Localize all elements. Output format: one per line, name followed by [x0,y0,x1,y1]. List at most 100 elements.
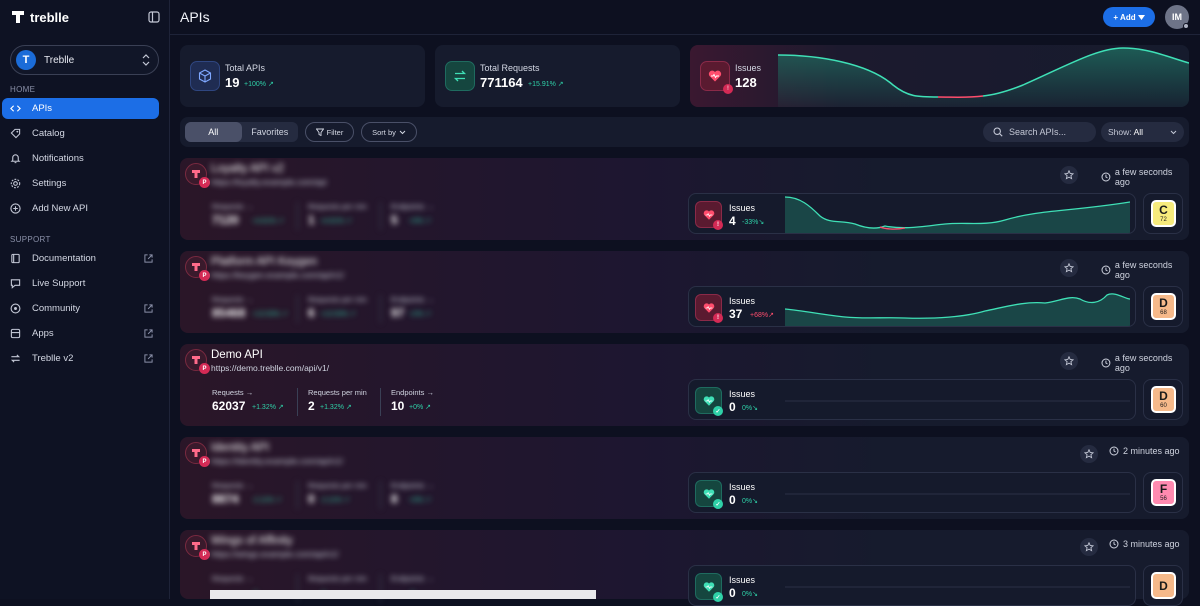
sidebar-item-community[interactable]: Community [2,298,159,319]
tab-favorites[interactable]: Favorites [251,127,289,137]
add-button[interactable]: + Add [1103,7,1155,27]
requests-delta: +13.53% ↗ [252,311,288,318]
requests-label[interactable]: Requests → [212,481,254,490]
top-bar: APIs + Add IM [170,0,1200,35]
sidebar-item-catalog[interactable]: Catalog [2,123,159,144]
sidebar-item-notifications[interactable]: Notifications [2,148,159,169]
sidebar-item-documentation[interactable]: Documentation [2,248,159,269]
stat-delta: +15.91% ↗ [528,81,564,88]
sidebar: treblle T Treblle HOME APIs Catalog Noti… [0,0,170,599]
api-name[interactable]: Identity API [211,442,270,454]
api-url: https://demo.treblle.com/api/v1/ [211,363,330,373]
rpm-value: 1 [308,213,315,227]
avatar[interactable]: IM [1165,5,1189,29]
metric-divider [297,388,298,416]
external-link-icon [144,304,153,313]
show-select[interactable]: Show: All [1101,122,1184,142]
favorite-star-icon[interactable] [1060,352,1078,370]
rpm-value: 6 [308,306,315,320]
grade-panel[interactable]: C 72 [1143,193,1183,234]
endpoints-delta: +0% ↗ [409,218,432,225]
workspace-logo-icon: T [16,50,36,70]
grade-panel[interactable]: D 68 [1143,286,1183,327]
api-card[interactable]: P Loyalty API v2 https://loyalty.example… [180,158,1189,240]
last-updated: a few seconds ago [1101,260,1189,280]
api-name[interactable]: Loyalty API v2 [211,163,284,175]
sidebar-item-label: Treblle v2 [32,353,74,364]
endpoints-delta: +0% ↗ [409,404,432,411]
sidebar-item-add-new-api[interactable]: Add New API [2,198,159,219]
issues-label: Issues [729,296,756,306]
workspace-name: Treblle [44,54,75,66]
stat-total-apis: Total APIs 19 +100% ↗ [180,45,425,107]
check-badge-icon: ✓ [713,406,723,416]
last-updated-text: 3 minutes ago [1123,539,1180,549]
sidebar-item-treblle-v2[interactable]: Treblle v2 [2,348,159,369]
favorite-star-icon[interactable] [1080,538,1098,556]
sidebar-item-settings[interactable]: Settings [2,173,159,194]
endpoints-delta: +0% ↗ [409,497,432,504]
grade-badge: C 72 [1151,200,1176,227]
platform-badge-icon: P [199,456,210,467]
endpoints-label[interactable]: Endpoints → [391,388,434,397]
issues-label: Issues [729,575,756,585]
filter-button[interactable]: Filter [305,122,354,142]
favorite-star-icon[interactable] [1080,445,1098,463]
grade-panel[interactable]: D 60 [1143,379,1183,420]
sidebar-item-label: Settings [32,178,67,189]
stat-delta: +100% ↗ [244,81,274,88]
favorite-star-icon[interactable] [1060,259,1078,277]
last-updated: a few seconds ago [1101,167,1189,187]
search-placeholder: Search APIs... [1009,127,1067,137]
api-card[interactable]: P Wings of Affinity https://wings.exampl… [180,530,1189,606]
tab-all[interactable]: All [185,122,242,142]
endpoints-label[interactable]: Endpoints → [391,295,434,304]
requests-delta: -2.11% ↗ [252,497,282,504]
sort-button[interactable]: Sort by [361,122,417,142]
endpoints-label[interactable]: Endpoints → [391,202,434,211]
requests-label[interactable]: Requests → [212,574,254,583]
issues-panel[interactable]: ! Issues 37 +68%↗ [688,286,1136,327]
issues-delta: +68%↗ [750,312,774,319]
api-card[interactable]: P Identity API https://identity.example.… [180,437,1189,519]
requests-label[interactable]: Requests → [212,202,254,211]
endpoints-label[interactable]: Endpoints → [391,481,434,490]
metric-divider [380,481,381,509]
issues-panel[interactable]: ✓ Issues 0 0%↘ [688,472,1136,513]
workspace-selector[interactable]: T Treblle [10,45,159,75]
requests-label[interactable]: Requests → [212,295,254,304]
page-title: APIs [180,9,210,25]
issues-panel[interactable]: ! Issues 4 -33%↘ [688,193,1136,234]
grade-panel[interactable]: F 56 [1143,472,1183,513]
grade-panel[interactable]: D [1143,565,1183,606]
brand-logo[interactable]: treblle [10,9,69,25]
requests-label[interactable]: Requests → [212,388,254,397]
api-name[interactable]: Demo API [211,349,263,361]
api-card[interactable]: P Demo API https://demo.treblle.com/api/… [180,344,1189,426]
community-icon [10,303,21,314]
metric-divider [380,574,381,602]
issues-panel[interactable]: ✓ Issues 0 0%↘ [688,379,1136,420]
issues-panel[interactable]: ✓ Issues 0 0%↘ [688,565,1136,606]
collapse-sidebar-icon[interactable] [148,11,160,23]
api-name[interactable]: Wings of Affinity [211,535,293,547]
clock-icon [1101,172,1111,182]
show-value: All [1133,127,1144,137]
book-icon [11,253,20,264]
grade-score: 60 [1160,402,1167,409]
sidebar-item-label: Notifications [32,153,84,164]
search-input[interactable]: Search APIs... [983,122,1096,142]
sidebar-item-label: Live Support [32,278,86,289]
heart-pulse-icon: ! [695,294,723,323]
api-name[interactable]: Platform API Keygen [211,256,318,268]
rpm-label: Requests per min [308,388,367,397]
sidebar-item-live-support[interactable]: Live Support [2,273,159,294]
favorite-star-icon[interactable] [1060,166,1078,184]
api-card[interactable]: P Platform API Keygen https://keygen.exa… [180,251,1189,333]
sidebar-item-apis[interactable]: APIs [2,98,159,119]
bell-icon [10,154,21,164]
api-url: https://keygen.example.com/api/v1/ [211,270,345,280]
sidebar-item-apps[interactable]: Apps [2,323,159,344]
endpoints-label[interactable]: Endpoints → [391,574,434,583]
api-url: https://loyalty.example.com/api [211,177,327,187]
